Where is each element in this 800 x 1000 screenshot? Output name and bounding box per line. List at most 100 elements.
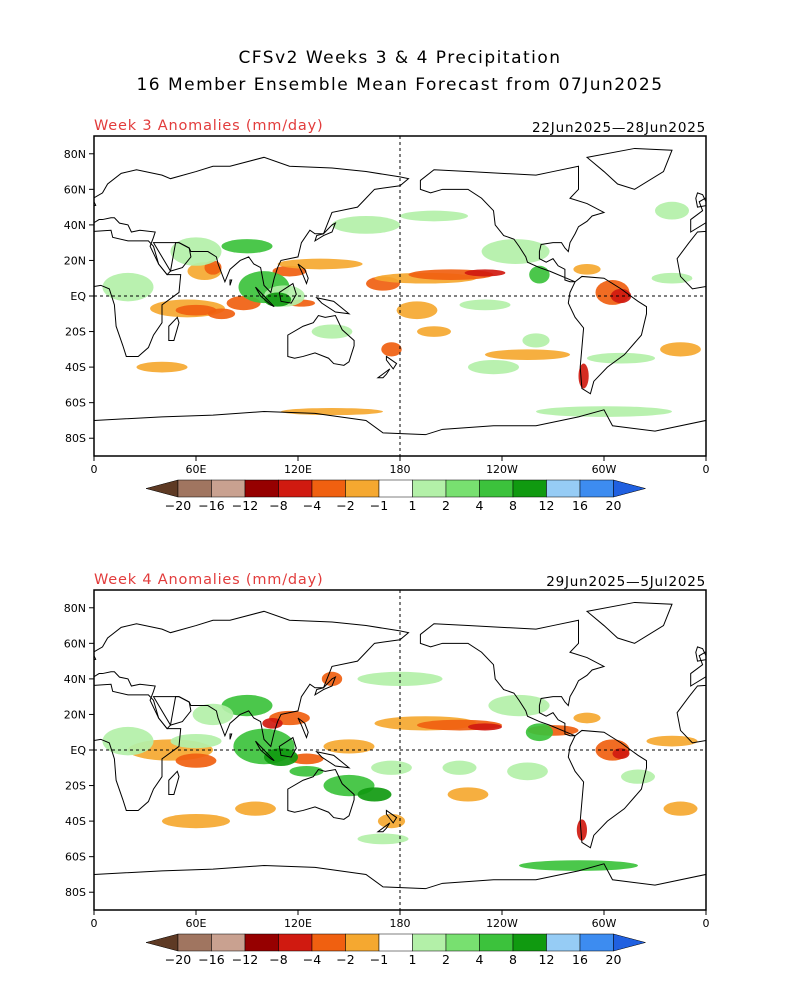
anomaly-region bbox=[621, 769, 655, 784]
colorbar-label: 1 bbox=[409, 498, 417, 513]
lat-label: 40N bbox=[64, 673, 86, 686]
week4-anomalies-label: Week 4 Anomalies (mm/day) bbox=[94, 572, 324, 588]
colorbar-arrow-right bbox=[613, 933, 647, 952]
coastline-arabia_fill bbox=[152, 696, 192, 726]
anomaly-region bbox=[102, 272, 154, 302]
lat-label: 60S bbox=[65, 851, 86, 864]
colorbar-label: −12 bbox=[232, 952, 258, 967]
colorbar-swatch bbox=[278, 933, 313, 952]
week4-date-range: 29Jun2025—5Jul2025 bbox=[546, 574, 706, 590]
anomaly-region bbox=[175, 304, 217, 316]
anomaly-region bbox=[587, 352, 655, 364]
lat-label: 60N bbox=[64, 183, 86, 196]
anomaly-region bbox=[192, 703, 234, 726]
colorbar-label: −8 bbox=[269, 952, 287, 967]
coastline-eurasia bbox=[94, 610, 410, 748]
colorbar-label: 4 bbox=[476, 498, 484, 513]
lon-label: 120W bbox=[486, 917, 518, 930]
lat-label: 80S bbox=[65, 432, 86, 445]
colorbar-label: 20 bbox=[606, 498, 622, 513]
colorbar-label: 8 bbox=[509, 498, 517, 513]
anomaly-region bbox=[357, 671, 443, 686]
coastline-eurasia-wrap bbox=[690, 197, 706, 233]
coastline-madagascar bbox=[168, 316, 180, 341]
colorbar-swatch bbox=[512, 933, 547, 952]
colorbar-label: 20 bbox=[606, 952, 622, 967]
anomaly-region bbox=[536, 406, 672, 417]
anomaly-region bbox=[651, 272, 693, 284]
anomaly-region bbox=[573, 712, 601, 724]
anomaly-region bbox=[481, 239, 550, 264]
coastline-australia bbox=[287, 314, 355, 366]
anomaly-region bbox=[102, 726, 154, 756]
anomaly-region bbox=[468, 360, 519, 375]
lat-label: 60N bbox=[64, 637, 86, 650]
lon-label: 0 bbox=[703, 917, 710, 930]
coastline-africa-wrap bbox=[676, 684, 706, 744]
lon-label: 180 bbox=[390, 463, 411, 476]
anomaly-region bbox=[381, 342, 402, 357]
anomaly-region bbox=[357, 833, 409, 845]
lon-label: 0 bbox=[91, 917, 98, 930]
anomaly-region bbox=[396, 301, 438, 320]
lat-label: 20S bbox=[65, 326, 86, 339]
coastline-philippines bbox=[297, 717, 309, 740]
colorbar-label: −20 bbox=[165, 498, 191, 513]
coastline-sumatra bbox=[255, 740, 275, 762]
anomaly-region bbox=[488, 694, 550, 717]
coastline-nz_n bbox=[385, 809, 398, 824]
anomaly-region bbox=[529, 265, 550, 284]
anomaly-region bbox=[507, 762, 548, 781]
colorbar-label: 2 bbox=[442, 952, 450, 967]
coastline-uk-wrap bbox=[695, 192, 706, 208]
coastline-antarctica bbox=[94, 409, 706, 456]
anomaly-region bbox=[175, 753, 217, 768]
coastline-japan bbox=[314, 676, 337, 697]
lon-label: 60E bbox=[186, 463, 207, 476]
anomaly-region bbox=[646, 735, 698, 747]
lat-label: EQ bbox=[70, 290, 86, 303]
anomaly-region bbox=[573, 264, 601, 275]
coastline-japan bbox=[314, 222, 337, 243]
colorbar-label: −20 bbox=[165, 952, 191, 967]
colorbar-swatch bbox=[412, 933, 447, 952]
coastline-namerica bbox=[419, 165, 606, 283]
lat-label: 40S bbox=[65, 815, 86, 828]
colorbar-label: 12 bbox=[539, 952, 555, 967]
colorbar-label: −16 bbox=[198, 952, 224, 967]
lon-label: 60W bbox=[592, 917, 617, 930]
anomaly-region bbox=[204, 260, 222, 275]
anomaly-region bbox=[447, 787, 489, 802]
coastline-australia bbox=[287, 768, 355, 820]
lat-label: 40S bbox=[65, 361, 86, 374]
anomaly-region bbox=[655, 201, 689, 220]
coastline-eurasia-wrap bbox=[690, 651, 706, 687]
lat-label: 20N bbox=[64, 254, 86, 267]
anomaly-region bbox=[136, 361, 188, 373]
lat-label: 80N bbox=[64, 602, 86, 615]
map1-plot bbox=[94, 147, 706, 456]
colorbar-label: −1 bbox=[370, 498, 388, 513]
colorbar-swatch bbox=[479, 933, 514, 952]
anomaly-region bbox=[464, 269, 506, 277]
anomaly-region bbox=[663, 801, 698, 816]
coastline-newguinea bbox=[315, 750, 351, 769]
title-line-1: CFSv2 Weeks 3 & 4 Precipitation bbox=[238, 48, 562, 68]
coastline-africa bbox=[94, 229, 182, 357]
colorbar-swatch bbox=[345, 933, 380, 952]
lat-label: 80N bbox=[64, 148, 86, 161]
lat-label: 80S bbox=[65, 886, 86, 899]
anomaly-region bbox=[459, 299, 511, 311]
coastline-borneo bbox=[278, 282, 297, 304]
coastline-arabia_fill bbox=[152, 242, 192, 272]
colorbar-arrow-left bbox=[145, 933, 179, 952]
colorbar-label: −4 bbox=[303, 952, 321, 967]
lat-label: 60S bbox=[65, 397, 86, 410]
anomaly-region bbox=[400, 210, 468, 222]
colorbar-swatch bbox=[579, 933, 614, 952]
coastline-greenland bbox=[585, 601, 673, 644]
coastline-greenland bbox=[585, 147, 673, 190]
coastline-nz_s bbox=[376, 368, 391, 379]
lon-label: 180 bbox=[390, 917, 411, 930]
